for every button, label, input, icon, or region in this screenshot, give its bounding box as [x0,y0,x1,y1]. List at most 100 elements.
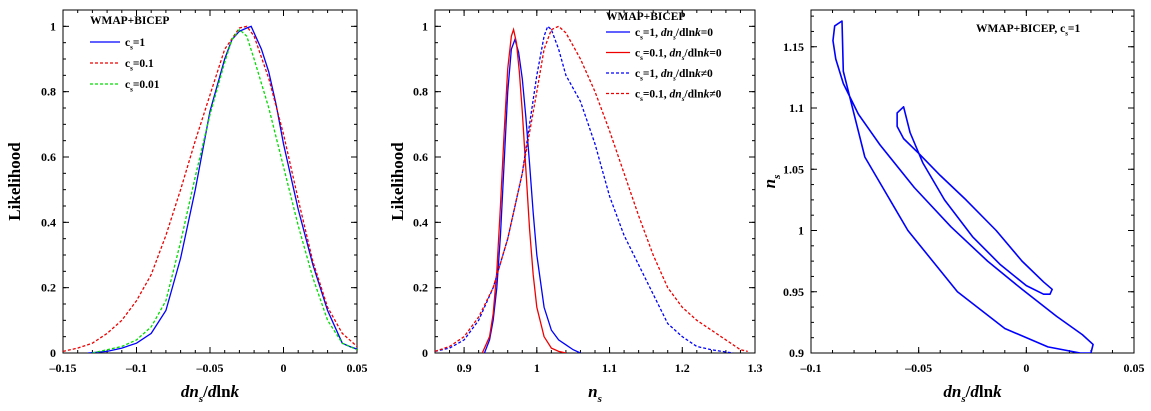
panel-title-part: =1 [1068,23,1081,35]
legend-label-1-part: /d [683,48,694,60]
x-axis-label-part: ln [216,382,231,401]
x-axis-label-part: k [993,382,1002,401]
legend-label-0: cs=1, dns/dlnk=0 [635,27,713,41]
y-tick-label: 1.05 [783,162,804,176]
y-axis-label: Likelihood [5,142,24,221]
likelihood-running-panel: –0.15 –0.1 –0.05 0 0.0500.20.40.60.81dns/dln… [5,9,368,405]
legend-label-2-part: c [635,68,640,80]
y-tick-label: 1.15 [783,40,804,54]
legend-label-2-part: s [672,74,676,82]
legend-label-2: cs=0.01 [125,79,160,93]
y-tick-label: 0 [50,346,56,360]
plot-frame [434,9,756,354]
x-axis-label-part: / [202,382,208,401]
x-tick-label: 0 [1023,361,1029,375]
series-group [832,20,1094,353]
legend-label-1-part: ln [694,48,704,60]
legend-label-1-part: c [125,58,130,70]
legend-label-3-part: dn [670,89,682,101]
series-line-1 [481,27,567,353]
legend-label-0-part: s [672,33,676,41]
y-tick-label: 0.2 [413,281,428,295]
y-tick-label: 0.4 [41,215,56,229]
y-tick-label: 0 [422,346,428,360]
y-tick-label: 1.1 [789,101,804,115]
series-line-3 [435,25,748,353]
legend-title: WMAP+BICEP [606,11,685,23]
y-tick-label: 1 [50,19,56,33]
y-tick-label: 0.4 [413,215,428,229]
legend-label-0: cs=1 [125,37,145,51]
legend-label-0-part: =0 [701,27,714,39]
x-tick-label: 0.05 [347,361,368,375]
x-axis-label: dns/dlnk [943,382,1002,405]
series-line-2 [435,25,734,353]
x-axis-label-part: s [597,393,602,405]
series-group [435,25,748,353]
y-tick-label: 0.8 [413,85,428,99]
x-axis-label-part: / [965,382,971,401]
legend-label-3: cs=0.1, dns/dlnk≠0 [635,89,722,103]
legend-label-1-part: k [704,48,710,60]
x-axis-label-part: d [208,382,217,401]
legend-label-3-part: k [704,89,710,101]
panel-title-part: WMAP+BICEP, c [976,23,1065,35]
legend-label-3-part: ln [694,89,704,101]
legend-label-2-part: ≠0 [701,68,713,80]
x-tick-label: 0 [281,361,287,375]
legend-label-3-part: ≠0 [709,89,721,101]
legend-label-0-part: s [130,43,133,51]
x-tick-label: 1.2 [675,361,690,375]
x-tick-label: –0.1 [125,361,147,375]
legend-label-1: cs=0.1, dns/dlnk=0 [635,48,722,62]
legend-label-1-part: dn [670,48,682,60]
y-axis-label: ns [760,175,783,189]
x-axis-label-part: d [970,382,979,401]
contour-panel: –0.1 –0.05 0 0.050.90.9511.051.11.15dns/dln… [760,9,1145,405]
x-axis-label-part: dn [943,382,961,401]
x-axis-label: ns [588,382,602,405]
y-tick-label: 0.6 [41,150,56,164]
x-axis-label-part: s [198,393,203,405]
legend-label-2-part: dn [661,68,673,80]
x-tick-label: 1 [534,361,540,375]
plot-frame [810,9,1135,354]
legend-label-2-part: /d [675,68,686,80]
legend-label-1-part: =0.1 [133,58,154,70]
x-tick-label: –0.05 [196,361,224,375]
legend-label-0-part: c [125,37,130,49]
x-tick-label: –0.15 [49,361,77,375]
legend-label-1-part: =0.1, [643,48,670,60]
legend-label-1-part: s [681,54,685,62]
contour-68pct [896,105,1053,295]
legend-label-0-part: /d [675,27,686,39]
x-axis-label-part: dn [181,382,199,401]
legend-label-1-part: =0 [709,48,722,60]
legend-label-1: cs=0.1 [125,58,154,72]
legend-label-0-part: =1 [133,37,146,49]
y-tick-label: 1 [422,19,428,33]
y-tick-label: 0.95 [783,285,804,299]
panel-title: WMAP+BICEP, cs=1 [976,23,1080,37]
y-tick-label: 0.6 [413,150,428,164]
x-axis-label-part: k [231,382,240,401]
x-tick-label: –0.1 [800,361,822,375]
legend-label-0-part: c [635,27,640,39]
panel-title-part: s [1065,29,1068,37]
legend-label-3-part: s [681,95,685,103]
legend-label-2-part: =1, [643,68,661,80]
legend-label-0-part: ln [685,27,695,39]
legend-label-2: cs=1, dns/dlnk≠0 [635,68,713,82]
legend-label-1-part: c [635,48,640,60]
plot-frame [62,9,358,354]
y-tick-label: 0.9 [789,346,804,360]
y-tick-label: 0.8 [41,85,56,99]
legend-label-2-part: s [640,74,643,82]
x-tick-label: 1.3 [748,361,763,375]
legend-label-2-part: c [125,79,130,91]
legend-label-0-part: s [640,33,643,41]
x-axis-label-part: s [960,393,965,405]
x-tick-label: –0.05 [904,361,932,375]
